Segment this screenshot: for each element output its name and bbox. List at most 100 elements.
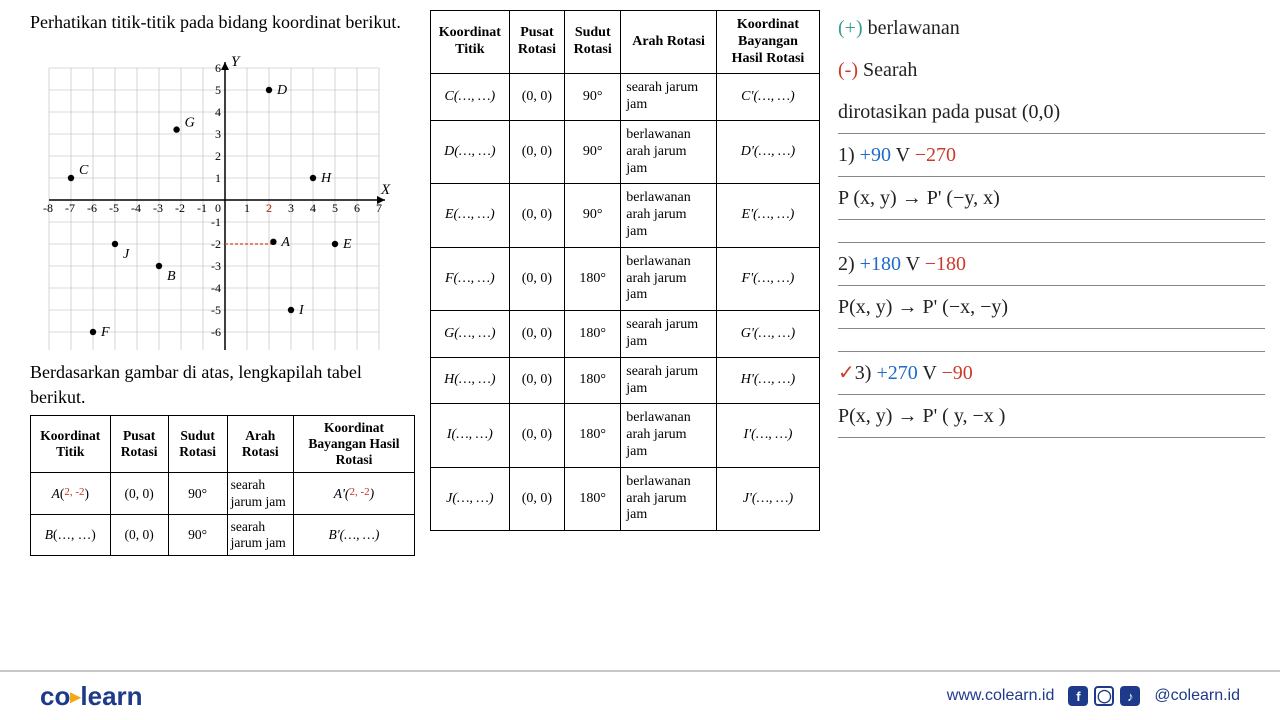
th2-bayangan: Koordinat Bayangan Hasil Rotasi: [716, 11, 819, 74]
rule1-formula: P (x, y) → P' (−y, x): [838, 180, 1265, 220]
table-row: G(…, …)(0, 0)180°searah jarum jamG'(…, ……: [431, 311, 820, 358]
svg-text:-2: -2: [175, 201, 185, 215]
svg-text:I: I: [298, 303, 305, 318]
svg-text:-5: -5: [211, 303, 221, 317]
rule2-or: V: [906, 253, 920, 275]
note-plus-sign: (+): [838, 17, 863, 39]
svg-text:5: 5: [215, 83, 221, 97]
table-row: H(…, …)(0, 0)180°searah jarum jamH'(…, ……: [431, 357, 820, 404]
rule1-minus: −270: [915, 144, 956, 166]
svg-text:-5: -5: [109, 201, 119, 215]
rule3-plus: +270: [876, 362, 917, 384]
svg-text:3: 3: [215, 127, 221, 141]
svg-text:E: E: [342, 237, 352, 252]
graph-svg: -8 -7 -6 -5 -4 -3 -2 -1 1 2 3 4 5 6 7 -7 -6 -5 -4 -3 -2 -1 1 2 3…: [30, 40, 400, 350]
svg-text:2: 2: [266, 201, 272, 215]
svg-text:-7: -7: [65, 201, 75, 215]
rule3-check: ✓: [838, 362, 855, 384]
svg-text:A: A: [280, 235, 290, 250]
table-big: Koordinat Titik Pusat Rotasi Sudut Rotas…: [430, 10, 820, 531]
svg-text:B: B: [167, 269, 176, 284]
note-searah: Searah: [863, 59, 917, 81]
coordinate-graph: -8 -7 -6 -5 -4 -3 -2 -1 1 2 3 4 5 6 7 -7 -6 -5 -4 -3 -2 -1 1 2 3…: [30, 40, 400, 350]
th2-koordinat: Koordinat Titik: [431, 11, 510, 74]
svg-text:3: 3: [288, 201, 294, 215]
svg-text:Y: Y: [231, 54, 241, 70]
facebook-icon: f: [1068, 686, 1088, 706]
logo-learn: learn: [80, 681, 142, 711]
svg-text:-4: -4: [131, 201, 141, 215]
footer-url: www.colearn.id: [947, 687, 1055, 705]
instagram-icon: ◯: [1094, 686, 1114, 706]
handwritten-notes: (+) berlawanan (-) Searah dirotasikan pa…: [820, 10, 1265, 660]
rule3-or: V: [922, 362, 936, 384]
svg-text:G: G: [185, 116, 195, 131]
table-row: B(…, …)(0, 0)90°searah jarum jamB'(…, …): [31, 514, 415, 555]
svg-text:-6: -6: [211, 325, 221, 339]
rule3-num: 3): [855, 362, 872, 384]
svg-text:-1: -1: [211, 215, 221, 229]
note-dirotasikan: dirotasikan pada pusat (0,0): [838, 94, 1265, 134]
th2-sudut: Sudut Rotasi: [565, 11, 621, 74]
th-arah: Arah Rotasi: [227, 415, 293, 473]
th-pusat: Pusat Rotasi: [110, 415, 168, 473]
footer-handle: @colearn.id: [1154, 687, 1240, 705]
rule2-formula: P(x, y) → P' (−x, −y): [838, 289, 1265, 329]
svg-text:-3: -3: [211, 259, 221, 273]
svg-text:7: 7: [376, 201, 382, 215]
th2-arah: Arah Rotasi: [621, 11, 717, 74]
svg-text:-8: -8: [43, 201, 53, 215]
th2-pusat: Pusat Rotasi: [509, 11, 565, 74]
svg-text:-3: -3: [153, 201, 163, 215]
table-row: A(2, -2)(0, 0)90°searah jarum jamA'(2, -…: [31, 473, 415, 514]
logo-co: co: [40, 681, 70, 711]
svg-text:H: H: [320, 171, 332, 186]
social-icons: f ◯ ♪: [1068, 686, 1140, 706]
tiktok-icon: ♪: [1120, 686, 1140, 706]
svg-text:-6: -6: [87, 201, 97, 215]
svg-text:0: 0: [215, 201, 221, 215]
th-bayangan: Koordinat Bayangan Hasil Rotasi: [293, 415, 414, 473]
svg-text:2: 2: [215, 149, 221, 163]
svg-text:1: 1: [215, 171, 221, 185]
note-berlawanan: berlawanan: [868, 17, 960, 39]
svg-text:J: J: [123, 247, 130, 262]
svg-text:-7: -7: [211, 347, 221, 350]
rule1-or: V: [896, 144, 910, 166]
svg-text:4: 4: [215, 105, 221, 119]
logo: co▸learn: [40, 681, 143, 712]
svg-text:5: 5: [332, 201, 338, 215]
svg-text:X: X: [380, 182, 391, 198]
table-row: I(…, …)(0, 0)180°berlawanan arah jarum j…: [431, 404, 820, 467]
logo-dot: ▸: [70, 686, 80, 708]
svg-text:-2: -2: [211, 237, 221, 251]
rule1-num: 1): [838, 144, 855, 166]
table-row: D(…, …)(0, 0)90°berlawanan arah jarum ja…: [431, 120, 820, 183]
table-row: F(…, …)(0, 0)180°berlawanan arah jarum j…: [431, 247, 820, 310]
rule2-minus: −180: [925, 253, 966, 275]
svg-text:1: 1: [244, 201, 250, 215]
th-koordinat: Koordinat Titik: [31, 415, 111, 473]
instruction-mid: Berdasarkan gambar di atas, lengkapilah …: [30, 360, 415, 409]
footer: co▸learn www.colearn.id f ◯ ♪ @colearn.i…: [0, 670, 1280, 720]
svg-text:F: F: [100, 325, 110, 340]
rule1-plus: +90: [860, 144, 891, 166]
table-row: J(…, …)(0, 0)180°berlawanan arah jarum j…: [431, 467, 820, 530]
svg-text:C: C: [79, 163, 89, 178]
table-small: Koordinat Titik Pusat Rotasi Sudut Rotas…: [30, 415, 415, 556]
table-row: C(…, …)(0, 0)90°searah jarum jamC'(…, …): [431, 74, 820, 121]
table-row: E(…, …)(0, 0)90°berlawanan arah jarum ja…: [431, 184, 820, 247]
svg-text:D: D: [276, 83, 287, 98]
rule2-plus: +180: [860, 253, 901, 275]
note-minus-sign: (-): [838, 59, 858, 81]
svg-text:6: 6: [354, 201, 360, 215]
svg-text:6: 6: [215, 61, 221, 75]
svg-text:-4: -4: [211, 281, 221, 295]
instruction-top: Perhatikan titik-titik pada bidang koord…: [30, 10, 415, 34]
rule2-num: 2): [838, 253, 855, 275]
rule3-formula: P(x, y) → P' ( y, −x ): [838, 398, 1265, 438]
svg-text:4: 4: [310, 201, 316, 215]
svg-text:-1: -1: [197, 201, 207, 215]
rule3-minus: −90: [941, 362, 972, 384]
th-sudut: Sudut Rotasi: [168, 415, 227, 473]
